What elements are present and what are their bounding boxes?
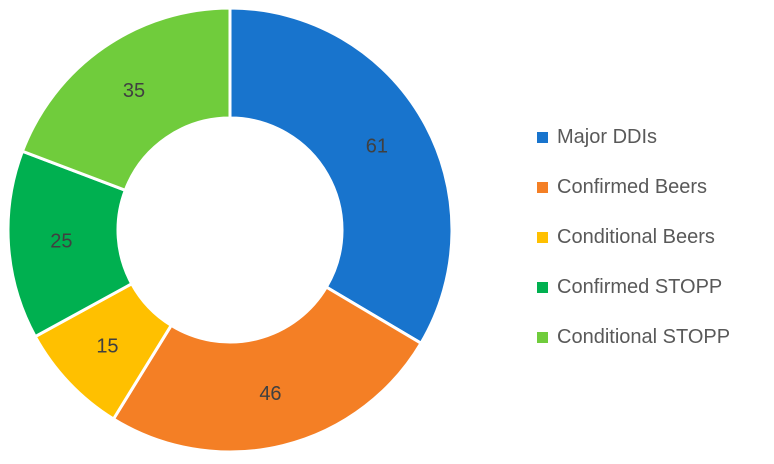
slice-confirmed-stopp <box>6 149 134 339</box>
legend-label: Confirmed Beers <box>557 175 708 198</box>
legend-item-confirmed-beers: Confirmed Beers <box>537 162 730 212</box>
slice-major-ddis <box>228 6 454 346</box>
data-label-conditional-beers: 15 <box>96 335 118 357</box>
legend-label: Major DDIs <box>557 125 658 148</box>
legend-swatch <box>537 281 548 293</box>
data-label-confirmed-stopp: 25 <box>50 231 72 253</box>
data-label-major-ddis: 61 <box>366 135 388 157</box>
data-labels-group: 61 46 15 25 35 <box>50 80 388 405</box>
legend-item-conditional-beers: Conditional Beers <box>537 212 730 262</box>
legend-label: Conditional STOPP <box>557 325 731 348</box>
slice-confirmed-beers <box>111 285 424 454</box>
legend-swatch <box>537 181 548 193</box>
data-label-conditional-stopp: 35 <box>123 80 145 102</box>
slice-conditional-stopp <box>20 6 232 193</box>
legend-item-major-ddis: Major DDIs <box>537 112 730 162</box>
slices-group <box>6 6 454 454</box>
data-label-confirmed-beers: 46 <box>259 383 281 405</box>
legend-item-conditional-stopp: Conditional STOPP <box>537 312 730 362</box>
legend-swatch <box>537 131 548 143</box>
legend: Major DDIs Confirmed Beers Conditional Bee… <box>537 112 730 362</box>
legend-item-confirmed-stopp: Confirmed STOPP <box>537 262 730 312</box>
legend-label: Confirmed STOPP <box>557 275 723 298</box>
legend-swatch <box>537 231 548 243</box>
legend-swatch <box>537 331 548 343</box>
legend-label: Conditional Beers <box>557 225 715 248</box>
